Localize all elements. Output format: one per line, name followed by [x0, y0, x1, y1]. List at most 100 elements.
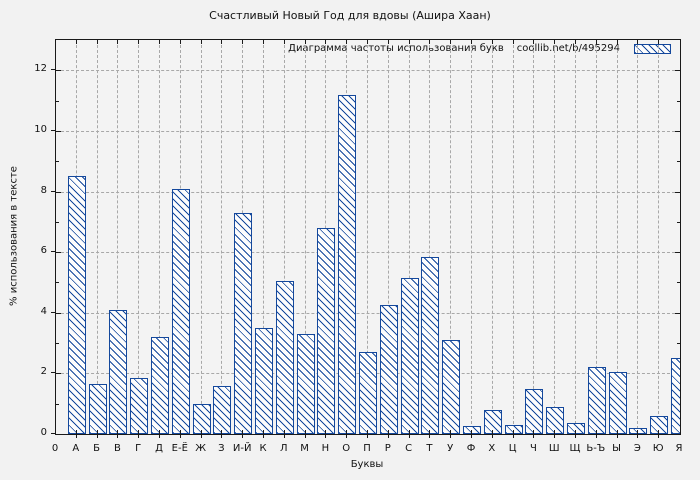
x-tick-mark-outer	[491, 435, 493, 438]
gridline-horizontal	[56, 70, 680, 72]
x-tick-label: Ж	[195, 443, 206, 454]
x-tick-mark	[242, 40, 244, 44]
x-tick-mark-outer	[75, 435, 77, 438]
x-tick-mark-outer	[200, 435, 202, 438]
x-tick-label: О	[342, 443, 351, 454]
x-tick-mark	[75, 430, 77, 434]
x-tick-mark-outer	[575, 435, 576, 438]
x-tick-mark-outer	[263, 435, 264, 438]
gridline-vertical	[304, 40, 306, 434]
x-tick-label: Е-Ё	[171, 443, 188, 454]
gridline-vertical	[367, 40, 368, 434]
x-tick-mark-outer	[471, 435, 472, 438]
x-tick-mark	[367, 40, 368, 44]
bar	[608, 372, 627, 434]
x-tick-mark	[283, 40, 285, 44]
bar	[629, 428, 648, 434]
x-tick-mark	[117, 430, 119, 434]
y-tick-label: 4	[40, 305, 47, 317]
bar	[463, 426, 481, 434]
y-tick-mark-outer	[51, 190, 55, 192]
x-tick-mark	[179, 40, 181, 44]
x-tick-mark	[512, 40, 514, 44]
bar	[296, 334, 315, 434]
y-tick-mark-outer	[51, 129, 55, 131]
x-tick-mark	[159, 430, 160, 434]
x-tick-mark-outer	[179, 435, 181, 438]
y-minor-tick-mark	[56, 161, 59, 163]
y-tick-mark-outer	[51, 372, 55, 374]
x-tick-label: П	[363, 443, 371, 454]
y-tick-mark	[56, 252, 61, 254]
gridline-horizontal	[56, 130, 680, 132]
gridline-vertical	[554, 40, 556, 434]
gridline-vertical	[387, 40, 389, 434]
x-tick-mark	[325, 430, 327, 434]
x-tick-label: М	[300, 443, 309, 454]
bar	[671, 358, 680, 434]
y-tick-label: 8	[40, 184, 47, 196]
x-axis-label: Буквы	[350, 459, 384, 470]
gridline-vertical	[637, 40, 639, 434]
y-tick-mark	[675, 191, 680, 193]
x-tick-mark	[346, 40, 348, 44]
x-tick-mark	[325, 40, 327, 44]
bar	[525, 389, 544, 434]
bar	[88, 384, 107, 434]
x-tick-label: С	[405, 443, 413, 454]
bar	[130, 378, 149, 434]
x-tick-mark	[408, 430, 410, 434]
legend: Диаграмма частоты использования букв coo…	[288, 43, 671, 54]
bar	[213, 386, 232, 434]
bar	[234, 213, 253, 434]
x-tick-mark	[283, 430, 285, 434]
bar	[650, 416, 669, 434]
plot-area: Диаграмма частоты использования букв coo…	[55, 39, 681, 435]
y-tick-label: 0	[40, 427, 47, 438]
gridline-vertical	[658, 40, 660, 434]
x-tick-label: Ш	[548, 443, 560, 454]
gridline-vertical	[263, 40, 264, 434]
x-tick-mark	[554, 40, 556, 44]
x-tick-mark	[408, 40, 410, 44]
x-tick-mark	[512, 430, 514, 434]
gridline-vertical	[429, 40, 431, 434]
y-tick-mark-outer	[51, 251, 55, 253]
gridline-vertical	[408, 40, 410, 434]
x-tick-label: Ы	[612, 443, 622, 454]
gridline-vertical	[283, 40, 285, 434]
y-minor-tick-mark	[677, 221, 680, 223]
bar	[255, 328, 273, 434]
x-tick-mark	[595, 430, 597, 434]
x-tick-mark	[450, 40, 452, 44]
bar	[587, 367, 606, 434]
y-tick-mark	[675, 252, 680, 254]
bar	[151, 337, 169, 434]
y-minor-tick-mark	[56, 343, 59, 345]
x-tick-mark-outer	[325, 435, 327, 438]
x-tick-label: У	[447, 443, 454, 454]
x-tick-mark	[242, 430, 244, 434]
y-tick-mark	[56, 130, 61, 132]
gridline-horizontal	[56, 312, 680, 314]
gridline-vertical	[221, 40, 223, 434]
gridline-vertical	[491, 40, 493, 434]
y-tick-label: 10	[34, 123, 47, 135]
chart-title: Счастливый Новый Год для вдовы (Ашира Ха…	[209, 9, 491, 22]
gridline-vertical	[512, 40, 514, 434]
x-tick-mark	[658, 40, 660, 44]
x-tick-mark	[367, 430, 368, 434]
x-tick-mark-outer	[304, 435, 306, 438]
x-tick-label: Щ	[569, 443, 581, 454]
x-tick-mark-outer	[512, 435, 514, 438]
x-tick-mark-outer	[408, 435, 410, 438]
x-tick-label: Ч	[529, 443, 537, 454]
x-tick-mark	[471, 40, 472, 44]
bar	[442, 340, 461, 434]
gridline-vertical	[575, 40, 576, 434]
x-tick-label: Т	[426, 443, 433, 454]
y-tick-mark	[675, 130, 680, 132]
x-tick-mark-outer	[96, 435, 98, 438]
x-tick-label: Г	[135, 443, 142, 454]
